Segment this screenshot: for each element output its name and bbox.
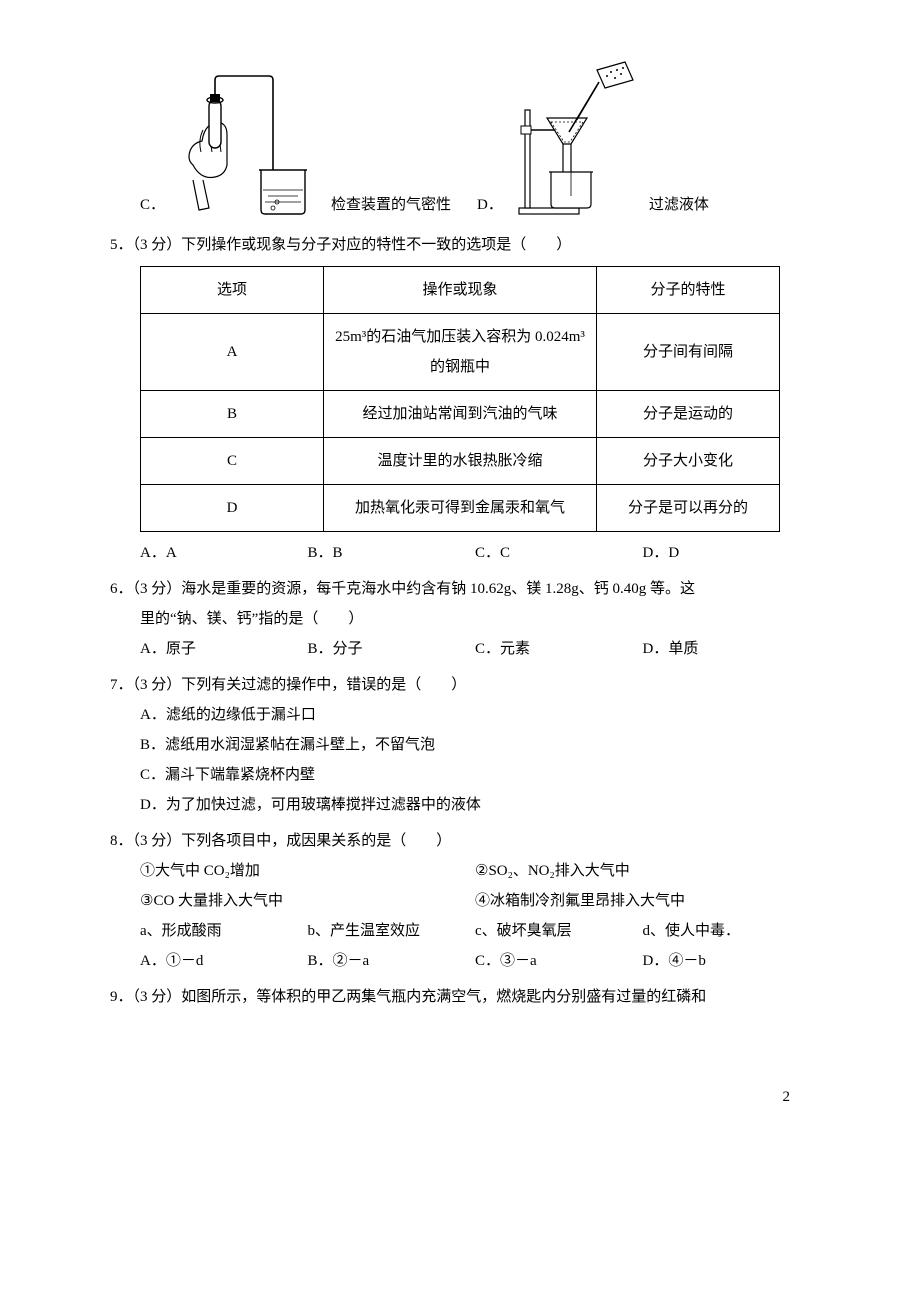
- q5-options: A．A B．B C．C D．D: [140, 538, 810, 568]
- q7-optD: D．为了加快过滤，可用玻璃棒搅拌过滤器中的液体: [140, 790, 810, 820]
- q5-C-c1: C: [141, 438, 324, 485]
- q7-optC: C．漏斗下端靠紧烧杯内壁: [140, 760, 810, 790]
- q5-C-c2: 温度计里的水银热胀冷缩: [324, 438, 597, 485]
- q5-D-c2: 加热氧化汞可得到金属汞和氧气: [324, 485, 597, 532]
- q6-stem2: 里的“钠、镁、钙”指的是（ ）: [140, 604, 810, 634]
- q6-optB: B．分子: [308, 634, 476, 664]
- q4-optD-label: D．: [477, 190, 503, 220]
- q5-th2: 操作或现象: [324, 267, 597, 314]
- q8-i4: ④冰箱制冷剂氟里昂排入大气中: [475, 886, 810, 916]
- q8-optA: A．①－d: [140, 946, 308, 976]
- q6-optA: A．原子: [140, 634, 308, 664]
- q4-optC-label: C．: [140, 190, 165, 220]
- q8-options: A．①－d B．②－a C．③－a D．④－b: [140, 946, 810, 976]
- q8-effects: a、形成酸雨 b、产生温室效应 c、破坏臭氧层 d、使人中毒．: [140, 916, 810, 946]
- q5-stem: 5．（3 分）下列操作或现象与分子对应的特性不一致的选项是（ ）: [110, 230, 810, 260]
- table-row: A 25m³的石油气加压装入容积为 0.024m³的钢瓶中 分子间有间隔: [141, 314, 780, 391]
- page-number: 2: [110, 1082, 810, 1112]
- q5-th1: 选项: [141, 267, 324, 314]
- q7-optB: B．滤纸用水润湿紧帖在漏斗壁上，不留气泡: [140, 730, 810, 760]
- question-9: 9．（3 分）如图所示，等体积的甲乙两集气瓶内充满空气，燃烧匙内分别盛有过量的红…: [110, 982, 810, 1012]
- q7-optA: A．滤纸的边缘低于漏斗口: [140, 700, 810, 730]
- q8-stem: 8．（3 分）下列各项目中，成因果关系的是（ ）: [110, 826, 810, 856]
- air-tightness-diagram: [173, 70, 323, 220]
- table-header-row: 选项 操作或现象 分子的特性: [141, 267, 780, 314]
- question-5: 5．（3 分）下列操作或现象与分子对应的特性不一致的选项是（ ） 选项 操作或现…: [110, 230, 810, 568]
- q8-a: a、形成酸雨: [140, 916, 308, 946]
- q6-optC: C．元素: [475, 634, 643, 664]
- q4-optC-caption: 检查装置的气密性: [331, 190, 451, 220]
- q8-optB: B．②－a: [308, 946, 476, 976]
- q5-B-c3: 分子是运动的: [597, 391, 780, 438]
- q8-i1: ①大气中 CO₂增加: [140, 856, 475, 886]
- q5-A-c1: A: [141, 314, 324, 391]
- q9-stem: 9．（3 分）如图所示，等体积的甲乙两集气瓶内充满空气，燃烧匙内分别盛有过量的红…: [110, 982, 810, 1012]
- q5-A-c2: 25m³的石油气加压装入容积为 0.024m³的钢瓶中: [324, 314, 597, 391]
- q7-stem: 7．（3 分）下列有关过滤的操作中，错误的是（ ）: [110, 670, 810, 700]
- question-8: 8．（3 分）下列各项目中，成因果关系的是（ ） ①大气中 CO₂增加 ②SO₂…: [110, 826, 810, 976]
- q5-table: 选项 操作或现象 分子的特性 A 25m³的石油气加压装入容积为 0.024m³…: [140, 266, 780, 532]
- q6-options: A．原子 B．分子 C．元素 D．单质: [140, 634, 810, 664]
- q5-D-c1: D: [141, 485, 324, 532]
- q5-B-c1: B: [141, 391, 324, 438]
- q5-optA: A．A: [140, 538, 308, 568]
- table-row: B 经过加油站常闻到汽油的气味 分子是运动的: [141, 391, 780, 438]
- q8-c: c、破坏臭氧层: [475, 916, 643, 946]
- q4-diagram-row: C． 检查装置的气密性 D．: [140, 60, 810, 220]
- q6-stem1: 6．（3 分）海水是重要的资源，每千克海水中约含有钠 10.62g、镁 1.28…: [110, 574, 810, 604]
- table-row: D 加热氧化汞可得到金属汞和氧气 分子是可以再分的: [141, 485, 780, 532]
- q5-A-c3: 分子间有间隔: [597, 314, 780, 391]
- table-row: C 温度计里的水银热胀冷缩 分子大小变化: [141, 438, 780, 485]
- q8-i2: ②SO₂、NO₂排入大气中: [475, 856, 810, 886]
- q4-optD-caption: 过滤液体: [649, 190, 709, 220]
- q5-optB: B．B: [308, 538, 476, 568]
- q8-items: ①大气中 CO₂增加 ②SO₂、NO₂排入大气中 ③CO 大量排入大气中 ④冰箱…: [140, 856, 810, 916]
- q7-options: A．滤纸的边缘低于漏斗口 B．滤纸用水润湿紧帖在漏斗壁上，不留气泡 C．漏斗下端…: [140, 700, 810, 820]
- q8-i3: ③CO 大量排入大气中: [140, 886, 475, 916]
- q5-C-c3: 分子大小变化: [597, 438, 780, 485]
- q5-B-c2: 经过加油站常闻到汽油的气味: [324, 391, 597, 438]
- question-6: 6．（3 分）海水是重要的资源，每千克海水中约含有钠 10.62g、镁 1.28…: [110, 574, 810, 664]
- q8-d: d、使人中毒．: [643, 916, 811, 946]
- q8-optC: C．③－a: [475, 946, 643, 976]
- q8-optD: D．④－b: [643, 946, 811, 976]
- question-7: 7．（3 分）下列有关过滤的操作中，错误的是（ ） A．滤纸的边缘低于漏斗口 B…: [110, 670, 810, 820]
- q8-b: b、产生温室效应: [308, 916, 476, 946]
- q6-optD: D．单质: [643, 634, 811, 664]
- q5-optD: D．D: [643, 538, 811, 568]
- q5-D-c3: 分子是可以再分的: [597, 485, 780, 532]
- q5-th3: 分子的特性: [597, 267, 780, 314]
- filtration-diagram: [511, 60, 641, 220]
- q5-optC: C．C: [475, 538, 643, 568]
